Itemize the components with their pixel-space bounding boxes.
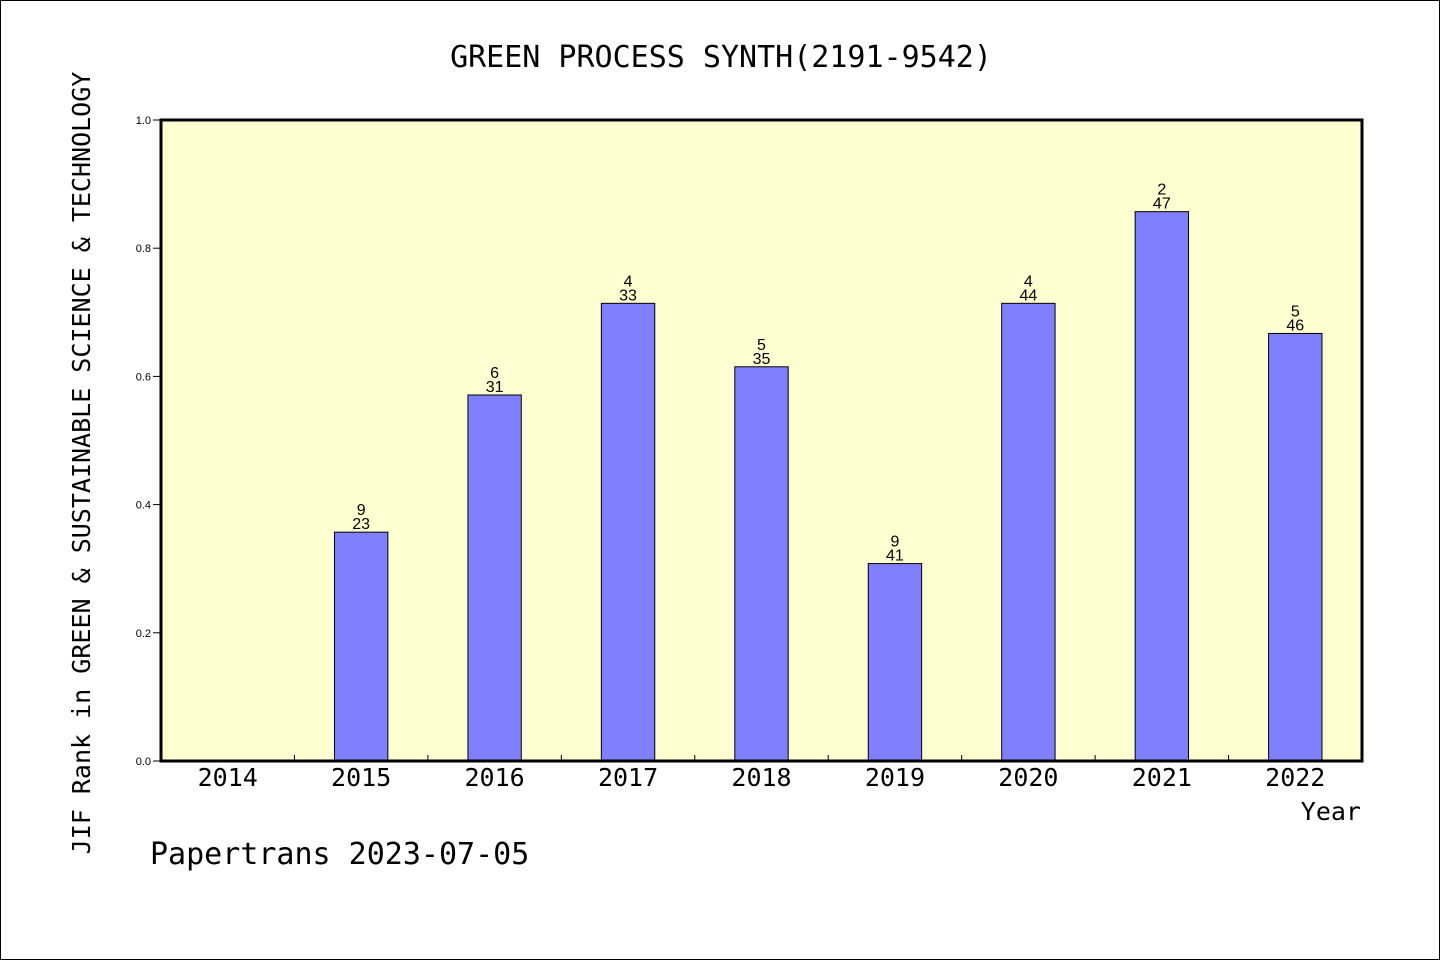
bar-total-label: 47 [1153,196,1171,213]
bar-rank-label: 6 [490,365,499,382]
bar-total-label: 31 [486,379,504,396]
bar-rank-label: 5 [757,337,766,354]
bar-total-label: 23 [352,516,370,533]
plot-border [159,118,1364,763]
bar-rank-label: 5 [1291,303,1300,320]
x-tick-label: 2017 [598,763,658,792]
bar-2020 [1001,302,1056,762]
x-axis-label: Year [1301,797,1361,826]
bar-total-label: 41 [886,548,904,565]
chart-title: GREEN PROCESS SYNTH(2191-9542) [450,40,992,75]
y-axis-ticks: 0.0 0.2 0.4 0.6 0.8 1.0 [136,115,161,768]
bar-rank-label: 4 [624,273,633,290]
bar-2019 [867,563,923,762]
y-tick-label: 0.6 [136,371,151,383]
bar-total-label: 44 [1019,287,1037,304]
bar-total-label: 46 [1286,317,1304,334]
x-tick-label: 2019 [865,763,925,792]
x-tick-label: 2014 [198,763,258,792]
y-axis-label: JIF Rank in GREEN & SUSTAINABLE SCIENCE … [67,72,96,855]
y-tick-label: 0.2 [136,628,151,640]
y-tick-label: 0.4 [136,500,151,512]
bar-2021 [1134,211,1190,762]
bar-2018 [734,366,789,762]
bar-rank-label: 9 [357,502,366,519]
y-tick-label: 0.8 [136,243,151,255]
y-tick-label: 1.0 [136,115,151,127]
x-tick-label: 2020 [998,763,1058,792]
x-tick-label: 2021 [1132,763,1192,792]
bar-rank-label: 9 [890,534,899,551]
bar-rank-label: 2 [1157,182,1166,199]
y-tick-label: 0.0 [136,756,151,768]
bars-group [333,211,1323,762]
bar-total-label: 33 [619,287,637,304]
x-tick-label: 2016 [465,763,525,792]
x-tick-label: 2022 [1265,763,1325,792]
bar-2015 [333,531,389,762]
bar-2016 [467,394,522,762]
x-tick-label: 2015 [331,763,391,792]
bar-2017 [600,302,656,762]
x-tick-label: 2018 [731,763,791,792]
bar-2022 [1268,332,1323,762]
x-axis-ticks: 2014 2015 2016 2017 2018 2019 2020 2021 2022 [198,755,1325,792]
footer-stamp: Papertrans 2023-07-05 [150,837,529,872]
bar-total-label: 35 [753,351,771,368]
bar-rank-label: 4 [1024,273,1033,290]
